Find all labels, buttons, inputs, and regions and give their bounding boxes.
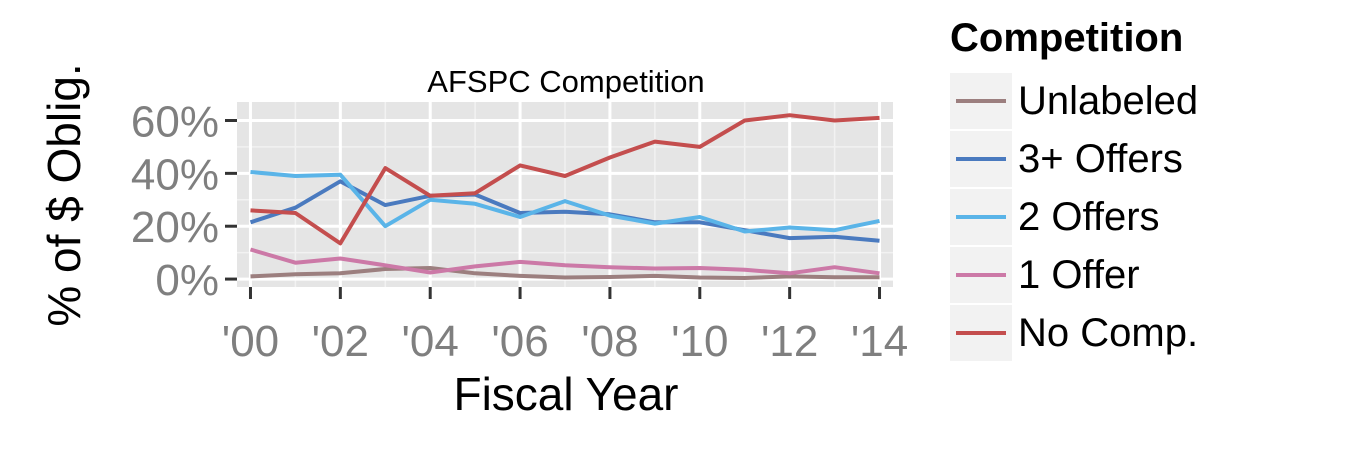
legend-key <box>950 305 1012 361</box>
legend-swatch <box>956 215 1006 219</box>
axes: '00 '02 '04 '06 '08 '10 '12 '14 0%20%40%60% <box>131 98 908 367</box>
y-tick-label: 0% <box>155 256 219 305</box>
legend-title: Competition <box>950 16 1184 60</box>
series-line-1-offer <box>249 247 880 276</box>
series-line-2-offers <box>250 170 880 234</box>
x-tick-label: '00 <box>222 317 279 366</box>
y-tick-label: 60% <box>131 98 219 147</box>
legend-key <box>950 247 1012 303</box>
x-tick-label: '08 <box>581 317 638 366</box>
legend: Unlabeled 3+ Offers 2 Offers 1 Offer No Comp… <box>950 72 1198 362</box>
legend-item-no-comp: No Comp. <box>950 304 1198 362</box>
legend-label: 1 Offer <box>1018 252 1140 297</box>
legend-item-1-offer: 1 Offer <box>950 246 1198 304</box>
legend-item-2-offers: 2 Offers <box>950 188 1198 246</box>
series-line-unlabeled <box>250 266 880 280</box>
legend-swatch <box>956 331 1006 335</box>
x-tick-label: '12 <box>761 317 818 366</box>
chart: AFSPC Competition '00'02'04'06'08'10'12 '… <box>38 63 908 420</box>
series-lines <box>249 113 880 280</box>
legend-label: 2 Offers <box>1018 194 1160 239</box>
legend-swatch <box>956 157 1006 161</box>
x-tick-label: '04 <box>402 317 459 366</box>
x-tick-label: '06 <box>491 317 548 366</box>
legend-label: Unlabeled <box>1018 78 1199 123</box>
legend-key <box>950 73 1012 129</box>
legend-key <box>950 189 1012 245</box>
x-tick-label: '10 <box>671 317 728 366</box>
y-tick-label: 20% <box>131 203 219 252</box>
y-axis-label: % of $ Oblig. <box>38 63 90 326</box>
legend-item-3-offers: 3+ Offers <box>950 130 1198 188</box>
series-line-no-comp <box>250 113 880 246</box>
chart-title: AFSPC Competition <box>427 64 704 99</box>
legend-label: No Comp. <box>1018 310 1199 355</box>
legend-swatch <box>956 273 1006 277</box>
legend-item-unlabeled: Unlabeled <box>950 72 1198 130</box>
x-axis-label: Fiscal Year <box>453 368 678 420</box>
x-tick-label: '02 <box>312 317 369 366</box>
legend-swatch <box>956 99 1006 103</box>
legend-key <box>950 131 1012 187</box>
x-tick-label: '14 <box>851 317 908 366</box>
legend-label: 3+ Offers <box>1018 136 1183 181</box>
y-tick-label: 40% <box>131 150 219 199</box>
